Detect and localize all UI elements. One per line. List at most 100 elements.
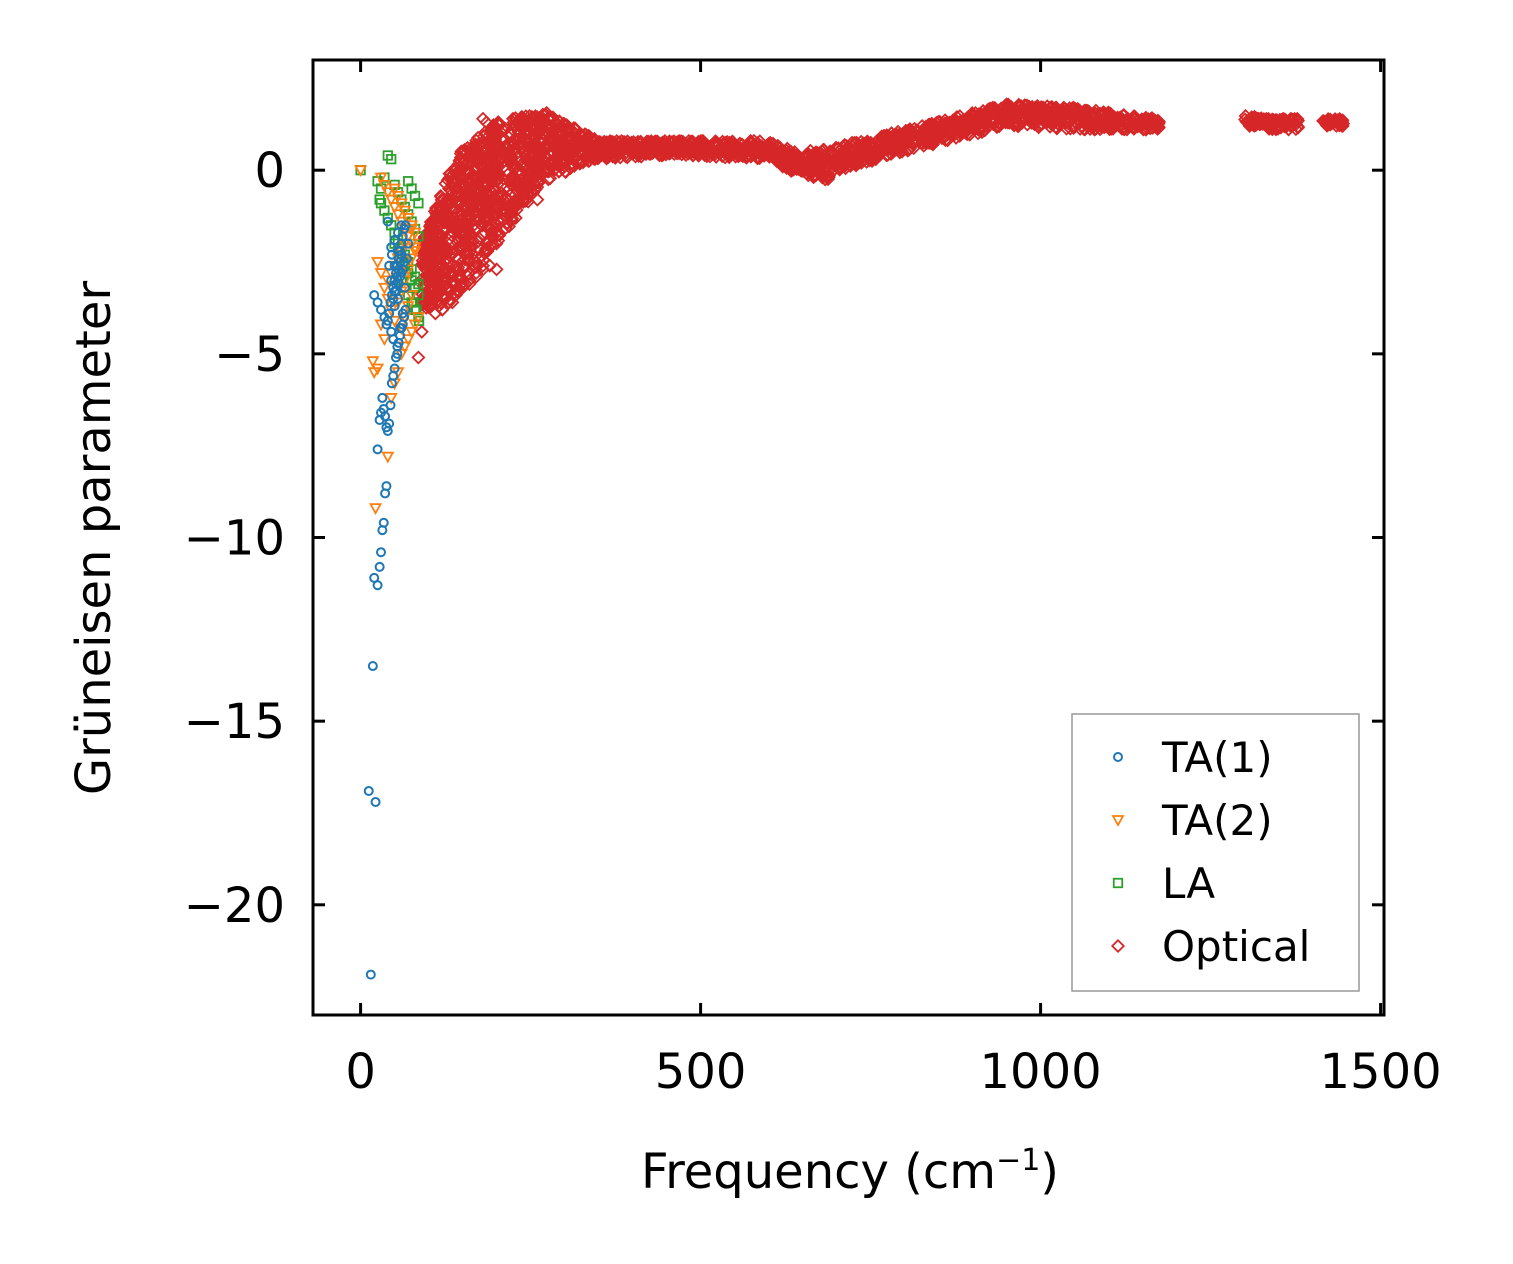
- optical-point: [458, 188, 473, 203]
- ta-2--point: [374, 172, 388, 185]
- legend-marker-optical: [1110, 938, 1126, 954]
- ta-2--point: [405, 253, 419, 266]
- ta-2--point: [354, 165, 368, 178]
- legend-label-ta-2-: TA(2): [1161, 796, 1273, 845]
- optical-point: [855, 147, 870, 162]
- ticks-layer: 0 500 1000 1500 0 −5 −10 −15 −20: [184, 60, 1442, 1100]
- optical-point: [815, 170, 830, 185]
- optical-point: [694, 142, 710, 157]
- optical-point: [474, 160, 489, 175]
- optical-point: [455, 280, 470, 295]
- optical-point: [803, 160, 818, 175]
- optical-point: [934, 131, 949, 146]
- optical-point: [649, 145, 665, 160]
- optical-point: [489, 225, 504, 240]
- optical-point: [567, 158, 582, 173]
- ta-2--point: [374, 268, 388, 280]
- optical-point: [551, 145, 566, 160]
- optical-point: [1328, 112, 1343, 127]
- ta-1--point: [365, 969, 376, 980]
- optical-point: [1067, 119, 1082, 134]
- optical-point: [855, 139, 870, 154]
- ta-2--point: [398, 205, 412, 218]
- optical-point: [839, 155, 854, 170]
- optical-point: [552, 114, 567, 129]
- optical-point: [491, 196, 506, 211]
- optical-point: [434, 192, 449, 207]
- ta-1--point: [389, 363, 400, 374]
- optical-point: [474, 152, 489, 167]
- optical-point: [1238, 108, 1253, 123]
- optical-point: [939, 115, 954, 131]
- ta-2--point: [405, 326, 419, 339]
- optical-point: [917, 132, 932, 147]
- optical-point: [1270, 113, 1285, 128]
- ta-2--point: [388, 202, 402, 214]
- optical-point: [449, 180, 464, 196]
- optical-point: [854, 134, 869, 149]
- ta-1--point: [372, 444, 383, 455]
- ta-2--point: [371, 257, 385, 269]
- optical-point: [449, 249, 464, 264]
- optical-point: [849, 135, 864, 150]
- optical-point: [551, 118, 566, 133]
- optical-point: [574, 136, 589, 151]
- optical-point: [731, 148, 746, 163]
- optical-point: [974, 125, 989, 140]
- optical-point: [762, 142, 777, 157]
- optical-point: [900, 143, 915, 158]
- optical-point: [601, 150, 616, 165]
- optical-point: [463, 216, 478, 231]
- ta-1--point: [403, 238, 414, 249]
- optical-point: [1000, 115, 1015, 130]
- ta-1--point: [388, 334, 399, 345]
- optical-point: [1291, 113, 1306, 128]
- ta-1--point: [376, 547, 386, 558]
- optical-point: [1080, 110, 1095, 125]
- ta-2--point: [377, 334, 391, 347]
- optical-point: [549, 135, 564, 150]
- optical-point: [1143, 121, 1158, 136]
- ta-2--point: [391, 191, 405, 203]
- optical-point: [839, 140, 854, 156]
- optical-point: [832, 147, 847, 162]
- optical-point: [1048, 100, 1063, 115]
- optical-point: [421, 300, 436, 315]
- optical-point: [553, 155, 568, 170]
- ta-1--point: [363, 785, 374, 796]
- ta-1--point: [389, 260, 400, 271]
- ta-2--point: [388, 183, 402, 196]
- optical-point: [454, 171, 469, 186]
- optical-point: [523, 178, 538, 193]
- optical-point: [469, 172, 484, 187]
- optical-point: [462, 273, 477, 288]
- ta-1--point: [370, 796, 381, 807]
- optical-point: [479, 115, 494, 130]
- ta-1--point: [367, 661, 378, 672]
- optical-point: [672, 146, 687, 161]
- ta-1--point: [396, 220, 407, 231]
- optical-point: [1130, 119, 1145, 134]
- optical-point: [685, 148, 700, 163]
- optical-point: [1151, 120, 1166, 135]
- optical-point: [433, 188, 448, 204]
- optical-point: [503, 199, 518, 214]
- optical-point: [543, 111, 558, 127]
- optical-point: [438, 247, 453, 262]
- ta-1--point: [392, 341, 403, 352]
- optical-point: [517, 137, 532, 152]
- optical-point: [1032, 106, 1047, 121]
- optical-point: [1272, 112, 1287, 127]
- optical-point: [1150, 113, 1165, 128]
- series-optical: [411, 97, 1351, 365]
- optical-point: [1274, 112, 1289, 127]
- optical-point: [489, 262, 504, 277]
- optical-point: [1285, 112, 1300, 127]
- optical-point: [475, 140, 490, 155]
- optical-point: [451, 232, 466, 248]
- optical-point: [1069, 108, 1084, 123]
- ta-2--point: [405, 290, 419, 302]
- optical-point: [458, 239, 473, 254]
- legend-label-ta-1-: TA(1): [1161, 733, 1273, 782]
- ta-1--point: [395, 323, 406, 334]
